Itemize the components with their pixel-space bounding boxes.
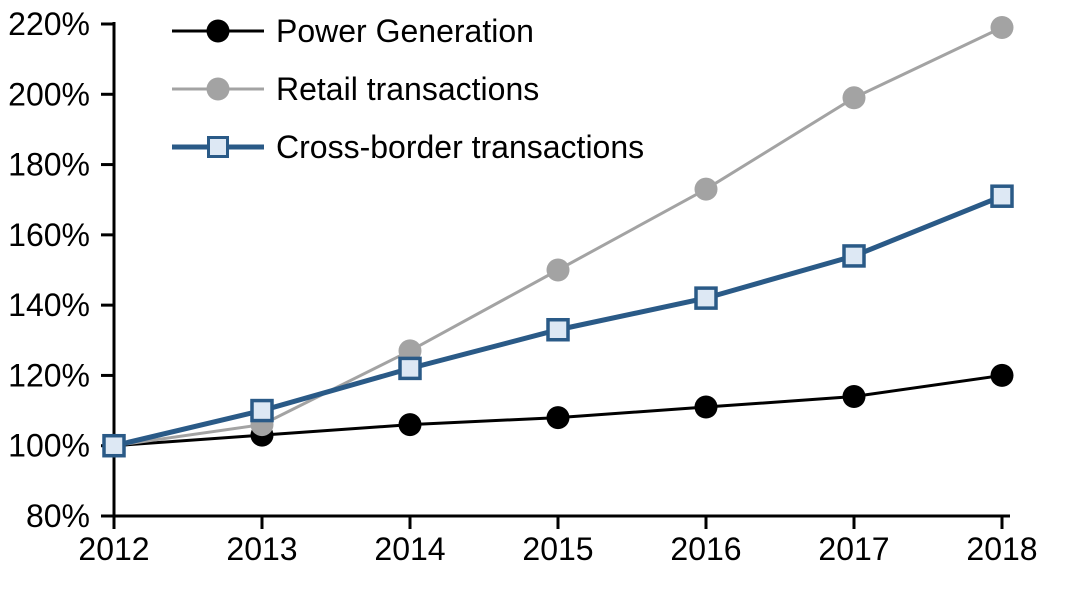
data-point-marker [842,244,866,268]
y-tick-label: 140% [8,287,90,323]
data-point-marker [990,184,1014,208]
data-point-marker [694,395,718,419]
x-tick-label: 2013 [226,531,297,567]
data-point-marker [546,406,570,430]
data-point-marker [694,177,718,201]
y-tick-label: 120% [8,357,90,393]
data-point-marker [990,363,1014,387]
data-point-marker [842,385,866,409]
x-tick-label: 2012 [78,531,149,567]
x-tick-label: 2017 [818,531,889,567]
data-point-marker [250,398,274,423]
data-point-marker [398,339,422,363]
y-tick-label: 220% [8,6,90,42]
y-tick-label: 80% [26,498,90,534]
x-tick-label: 2016 [670,531,741,567]
power-generation-line-marker-icon [172,18,264,44]
data-point-marker [102,433,126,458]
data-point-marker [694,286,718,310]
legend-item-power-generation: Power Generation [172,2,644,60]
retail-transactions-line-marker-icon [172,76,264,102]
legend: Power Generation Retail transactions Cro… [172,2,644,176]
legend-label-power-generation: Power Generation [276,13,534,49]
legend-item-retail-transactions: Retail transactions [172,60,644,118]
legend-label-cross-border-transactions: Cross-border transactions [276,129,645,165]
legend-label-retail-transactions: Retail transactions [276,71,540,107]
legend-item-cross-border-transactions: Cross-border transactions [172,118,644,176]
y-tick-label: 100% [8,428,90,464]
data-point-marker [398,413,422,437]
x-tick-label: 2014 [374,531,445,567]
data-point-marker [990,16,1014,40]
y-tick-label: 160% [8,217,90,253]
data-point-marker [842,86,866,110]
y-tick-label: 200% [8,76,90,112]
x-tick-label: 2015 [522,531,593,567]
x-tick-label: 2018 [966,531,1037,567]
data-point-marker [546,258,570,282]
cross-border-transactions-line-marker-icon [172,134,264,160]
data-point-marker [398,356,422,381]
data-point-marker [546,317,570,342]
y-tick-label: 180% [8,147,90,183]
